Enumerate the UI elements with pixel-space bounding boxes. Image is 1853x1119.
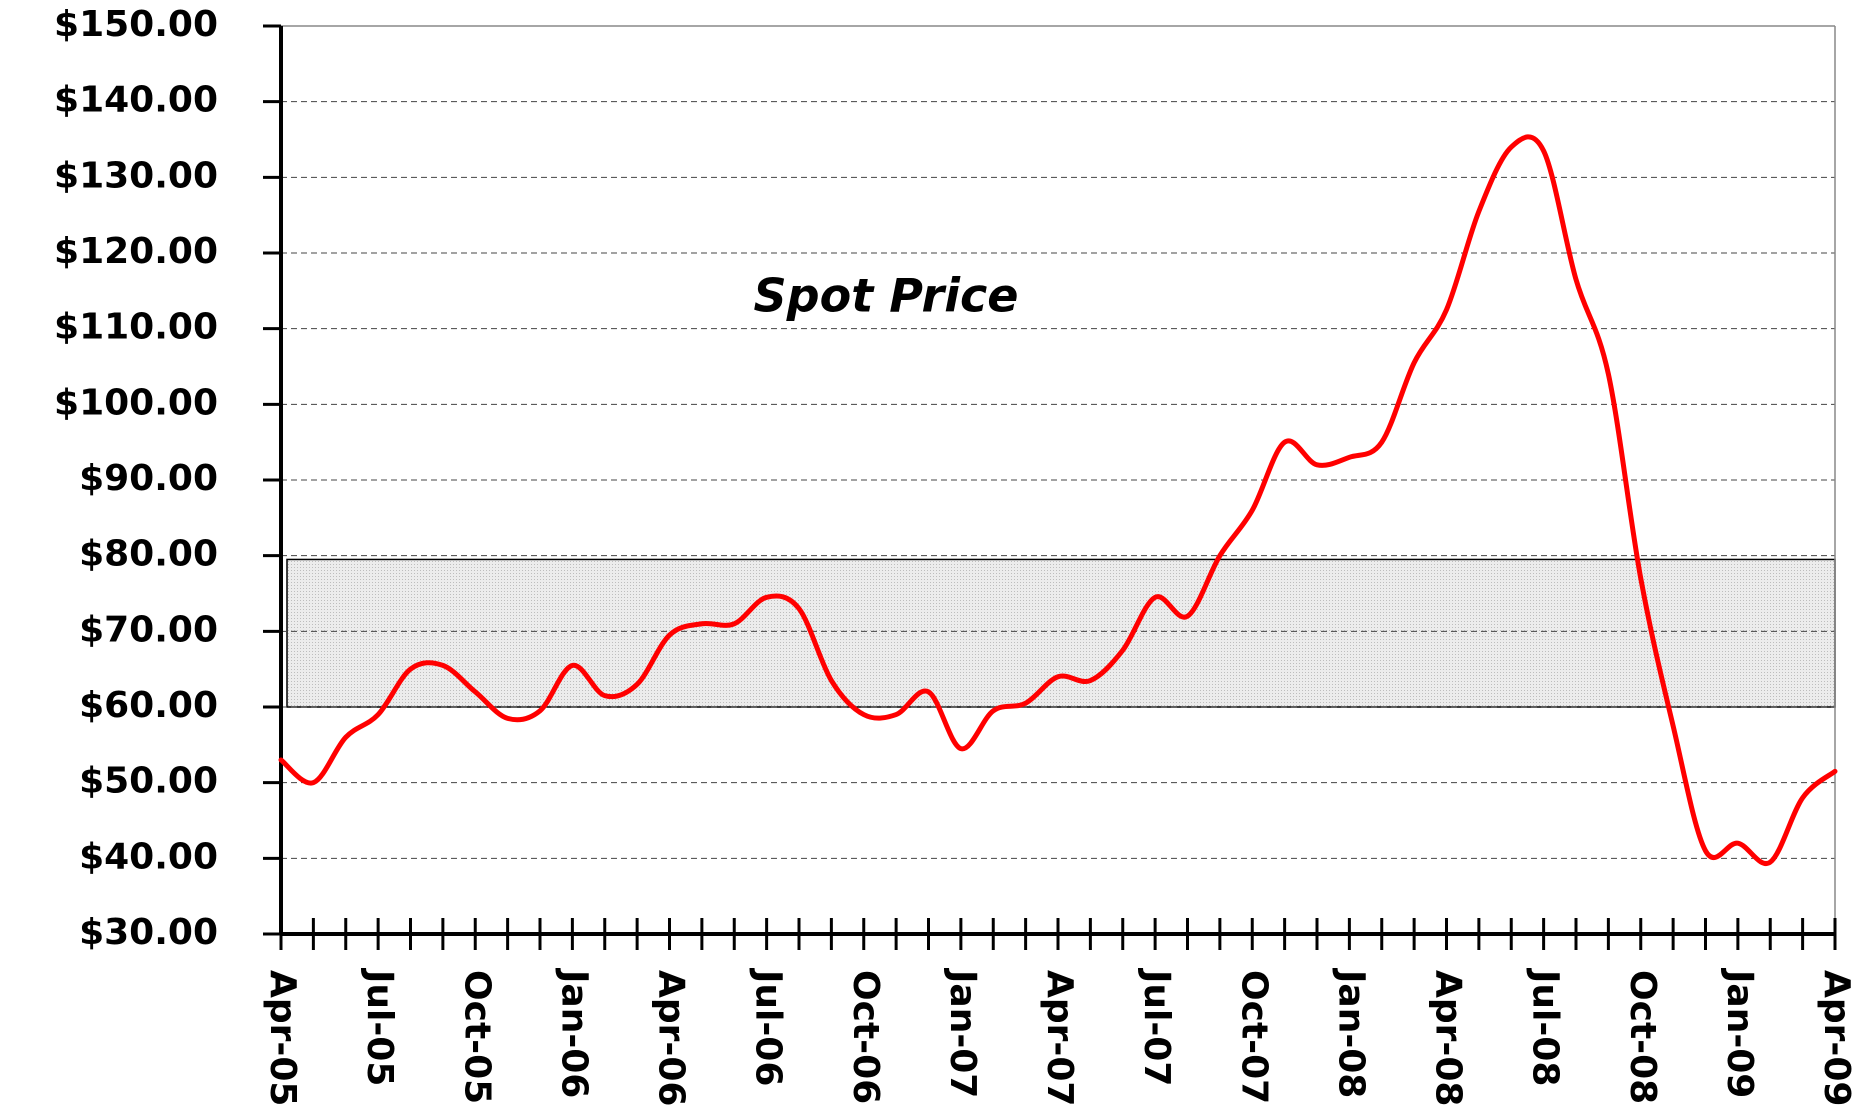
y-tick-label: $110.00 [54,307,218,348]
x-tick-label: Apr-09 [1816,970,1853,1106]
x-tick-label: Jan-07 [942,967,983,1098]
y-tick-label: $130.00 [54,155,218,196]
y-tick-label: $80.00 [79,534,218,575]
x-tick-label: Jul-07 [1136,967,1177,1086]
y-tick-label: $30.00 [79,912,218,953]
x-tick-label: Jan-09 [1719,967,1760,1098]
y-tick-label: $70.00 [79,609,218,650]
x-tick-label: Jan-08 [1330,967,1371,1098]
x-tick-label: Oct-08 [1622,970,1663,1104]
reference-band [286,558,1836,708]
x-tick-label: Jul-08 [1525,967,1566,1086]
x-tick-label: Apr-08 [1428,970,1469,1106]
data-line [278,134,1838,866]
y-tick-label: $40.00 [79,836,218,877]
y-tick-label: $100.00 [54,382,218,423]
x-tick-label: Oct-05 [456,970,497,1104]
y-tick-label: $140.00 [54,80,218,121]
x-tick-label: Jul-06 [748,967,789,1086]
x-tick-label: Jul-05 [359,967,400,1086]
x-tick-label: Oct-07 [1233,970,1274,1104]
annotation: Spot Price [754,269,1019,323]
x-tick-label: Jan-06 [553,967,594,1098]
x-tick-label: Oct-06 [845,970,886,1104]
y-tick-label: $50.00 [79,761,218,802]
x-tick-label: Apr-06 [651,970,692,1106]
y-tick-label: $60.00 [79,685,218,726]
y-tick-label: $150.00 [54,4,218,45]
y-tick-label: $120.00 [54,231,218,272]
y-tick-label: $90.00 [79,458,218,499]
x-tick-label: Apr-07 [1039,970,1080,1106]
x-tick-label: Apr-05 [262,970,303,1106]
